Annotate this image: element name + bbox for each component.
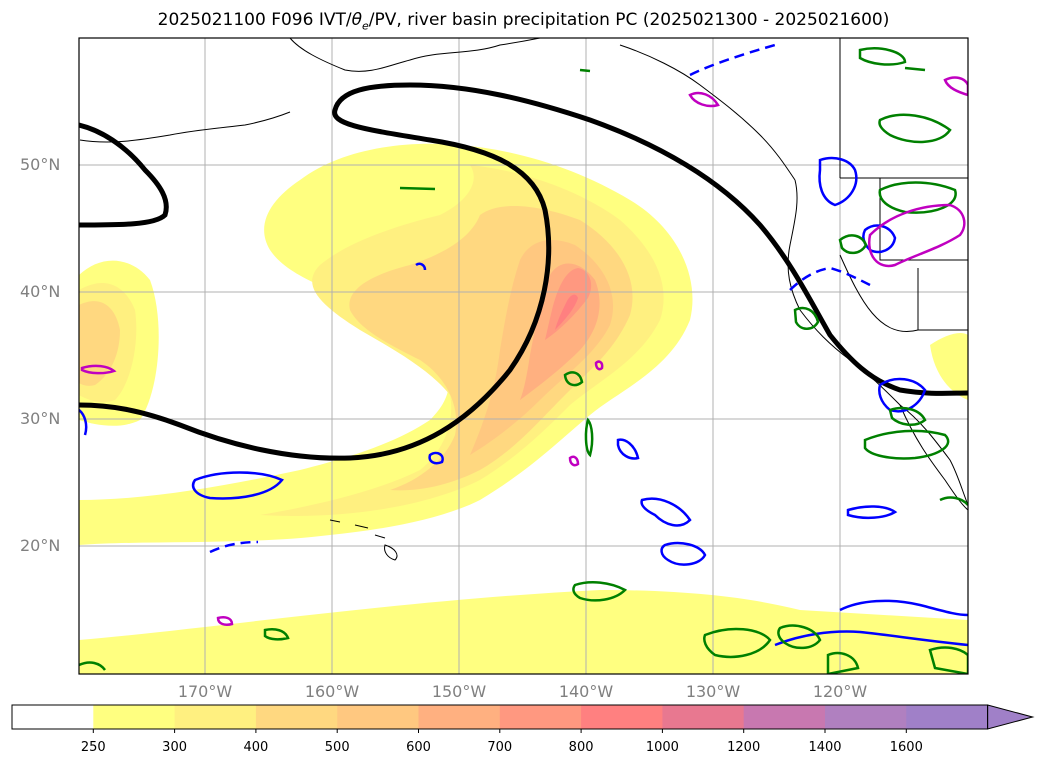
theta-e-green-8 [858,47,907,66]
theta-e-green-7 [826,651,860,674]
precip-contour-4 [216,616,234,626]
ivt-south-250 [79,590,968,674]
theta-e-contour-9 [878,377,927,413]
colorbar-tick-label: 800 [568,740,594,755]
precip-contour-3 [80,364,117,375]
theta-e-green-18 [838,234,868,255]
colorbar-swatch [662,705,745,729]
colorbar-tick-label: 1400 [808,740,842,755]
theta-e-contour-12 [79,409,88,436]
colorbar-swatch [825,705,907,729]
precip-contour-2 [943,76,968,97]
colorbar-swatch [418,705,501,729]
lon-label-150w: 150°W [431,682,487,701]
lat-label-40n: 40°N [20,282,61,301]
theta-e-contour-4 [846,505,898,520]
pv-contour-nw [79,122,169,228]
pv-contour-main [79,82,968,461]
theta-e-contour-6 [774,630,968,647]
map-frame [78,37,969,675]
colorbar-tick-label: 600 [406,740,431,755]
colorbar-tick-label: 300 [162,740,188,755]
theta-e-contour-dashed-1 [689,43,776,77]
colorbar-swatch [12,705,94,729]
theta-e-green-2 [563,371,584,387]
theta-e-contour-7 [818,156,858,207]
theta-e-green-16 [79,661,107,671]
colorbar-swatch [93,705,176,729]
theta-e-contour-dashed-3 [209,540,259,554]
theta-e-green-1 [399,186,436,191]
border-states-1 [879,178,968,261]
map-panel [79,38,968,674]
lat-label-50n: 50°N [20,155,61,174]
precip-contour-6 [594,360,604,371]
lon-label-130w: 130°W [685,682,741,701]
theta-e-green-15 [928,646,968,674]
coastline-alaska [289,38,541,72]
colorbar-tick-label: 700 [487,740,513,755]
theta-e-negative-contours [79,43,968,647]
colorbar-tick-label: 1000 [645,740,679,755]
colorbar-swatch [255,705,338,729]
colorbar-tick-label: 1600 [889,740,923,755]
theta-e-green-5 [703,627,772,659]
colorbar-swatch [581,705,663,729]
colorbar-tick-label: 250 [80,740,106,755]
lat-label-20n: 20°N [20,536,61,555]
pv-contours [79,82,968,461]
coastline-aleutians [79,111,291,143]
lon-label-120w: 120°W [812,682,868,701]
ivt-shading [79,143,968,674]
ivt-coast-250 [930,333,968,400]
theta-e-contour-3 [660,541,707,566]
colorbar-extend-arrow [987,704,1035,730]
lon-label-170w: 170°W [177,682,233,701]
colorbar [11,704,1035,733]
theta-e-contour-2 [640,497,692,527]
border-states-2 [839,254,968,332]
theta-e-green-20 [579,68,591,73]
lon-label-160w: 160°W [304,682,360,701]
theta-e-green-19 [904,66,926,72]
theta-e-contour-13 [415,262,427,271]
lon-label-140w: 140°W [558,682,614,701]
colorbar-swatch [499,705,582,729]
theta-e-contour-5 [839,599,968,617]
theta-e-green-10 [878,181,957,214]
theta-e-contour-11 [428,451,444,465]
theta-e-green-12 [863,429,950,460]
theta-e-green-4 [572,581,628,602]
lat-label-30n: 30°N [20,409,61,428]
theta-e-positive-contours [79,47,968,674]
coastline-hawaii [329,519,398,561]
ivt-plume-800 [555,294,578,330]
precip-contour-7 [688,91,720,108]
theta-e-green-14 [939,496,968,506]
theta-e-green-11 [793,306,820,330]
theta-e-green-9 [878,113,952,144]
colorbar-tick-label: 500 [324,740,350,755]
colorbar-swatch [906,705,989,729]
map-title: 2025021100 F096 IVT/θe/PV, river basin p… [157,10,890,33]
theta-e-green-6 [777,624,822,650]
colorbar-tick-label: 1200 [727,740,761,755]
theta-e-green-3 [584,417,594,458]
theta-e-green-17 [263,628,290,641]
theta-e-contour-10 [616,438,640,460]
colorbar-swatch [743,705,826,729]
colorbar-swatch [174,705,257,729]
colorbar-swatch [337,705,419,729]
ivt-left-400 [79,301,120,386]
coastline-alaska-panhandle [619,44,796,181]
theta-e-green-13 [888,406,927,426]
theta-e-contour-1 [191,471,284,500]
precip-contour-5 [568,455,580,467]
colorbar-tick-label: 400 [243,740,269,755]
precip-contour-1 [867,203,966,268]
precip-contours [80,76,968,626]
